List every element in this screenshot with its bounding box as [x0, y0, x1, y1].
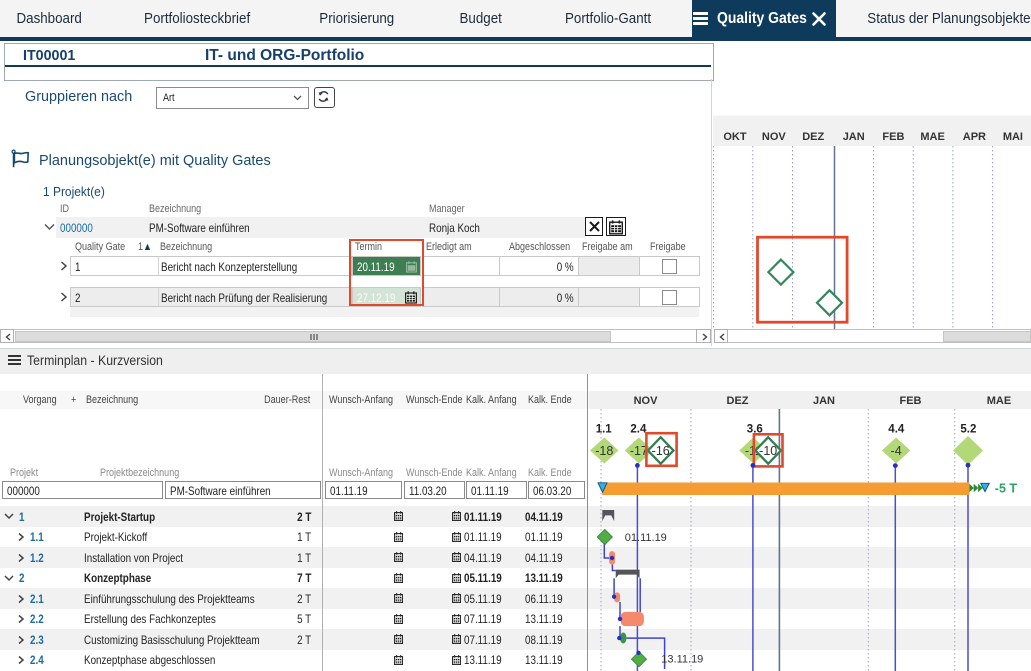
svg-text:-5 T: -5 T — [995, 482, 1018, 496]
svg-text:-4: -4 — [891, 444, 902, 458]
svg-text:OKT: OKT — [723, 131, 747, 143]
svg-text:-17: -17 — [630, 444, 648, 458]
svg-text:JAN: JAN — [843, 131, 865, 143]
svg-text:1.1: 1.1 — [596, 424, 613, 436]
svg-text:DEZ: DEZ — [727, 395, 749, 407]
svg-text:FEB: FEB — [900, 395, 922, 407]
svg-text:4.4: 4.4 — [888, 424, 905, 436]
svg-text:3.6: 3.6 — [747, 424, 763, 436]
svg-text:13.11.19: 13.11.19 — [661, 654, 703, 666]
svg-text:-18: -18 — [595, 444, 613, 458]
svg-text:NOV: NOV — [762, 131, 787, 143]
svg-text:MAE: MAE — [987, 395, 1011, 407]
svg-text:01.11.19: 01.11.19 — [625, 532, 667, 544]
svg-text:MAE: MAE — [920, 131, 944, 143]
svg-text:5.2: 5.2 — [960, 424, 976, 436]
svg-text:MAI: MAI — [1003, 131, 1023, 143]
svg-text:-16: -16 — [652, 444, 670, 458]
svg-text:JAN: JAN — [813, 395, 835, 407]
svg-text:2.4: 2.4 — [630, 424, 647, 436]
svg-text:NOV: NOV — [634, 395, 659, 407]
svg-text:APR: APR — [963, 131, 986, 143]
svg-text:DEZ: DEZ — [802, 131, 824, 143]
svg-text:-10: -10 — [759, 444, 777, 458]
svg-text:FEB: FEB — [882, 131, 904, 143]
